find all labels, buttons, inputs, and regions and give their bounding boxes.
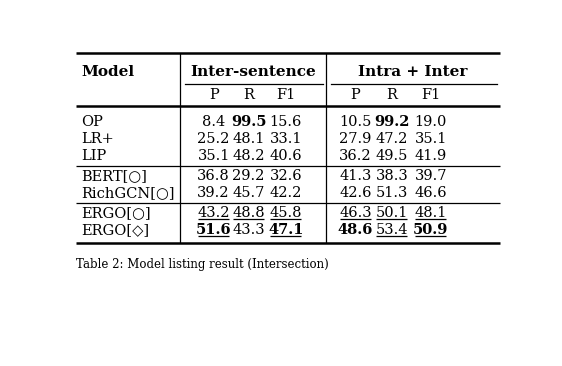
Text: 40.6: 40.6: [269, 149, 302, 163]
Text: 45.8: 45.8: [269, 206, 302, 220]
Text: Table 2: Model listing result (Intersection): Table 2: Model listing result (Intersect…: [76, 258, 329, 270]
Text: P: P: [209, 88, 219, 102]
Text: 41.9: 41.9: [415, 149, 447, 163]
Text: 53.4: 53.4: [375, 223, 408, 237]
Text: 38.3: 38.3: [375, 169, 408, 183]
Text: 35.1: 35.1: [197, 149, 230, 163]
Text: ERGO[○]: ERGO[○]: [81, 206, 151, 220]
Text: 42.2: 42.2: [270, 186, 302, 200]
Text: 36.2: 36.2: [339, 149, 371, 163]
Text: Model: Model: [81, 65, 134, 79]
Text: 51.3: 51.3: [375, 186, 408, 200]
Text: 50.1: 50.1: [375, 206, 408, 220]
Text: 99.5: 99.5: [231, 115, 266, 130]
Text: 47.1: 47.1: [268, 223, 303, 237]
Text: 46.6: 46.6: [414, 186, 447, 200]
Text: 43.2: 43.2: [197, 206, 230, 220]
Text: 46.3: 46.3: [339, 206, 371, 220]
Text: R: R: [387, 88, 397, 102]
Text: 42.6: 42.6: [339, 186, 371, 200]
Text: 29.2: 29.2: [232, 169, 265, 183]
Text: 15.6: 15.6: [270, 115, 302, 130]
Text: 50.9: 50.9: [413, 223, 448, 237]
Text: ERGO[◇]: ERGO[◇]: [81, 223, 149, 237]
Text: P: P: [351, 88, 360, 102]
Text: LR+: LR+: [81, 132, 114, 146]
Text: 35.1: 35.1: [414, 132, 447, 146]
Text: Intra + Inter: Intra + Inter: [358, 65, 468, 79]
Text: 27.9: 27.9: [339, 132, 371, 146]
Text: 36.8: 36.8: [197, 169, 230, 183]
Text: 25.2: 25.2: [197, 132, 230, 146]
Text: 8.4: 8.4: [202, 115, 225, 130]
Text: 49.5: 49.5: [375, 149, 408, 163]
Text: 48.1: 48.1: [232, 132, 265, 146]
Text: 19.0: 19.0: [414, 115, 447, 130]
Text: LIP: LIP: [81, 149, 106, 163]
Text: R: R: [243, 88, 254, 102]
Text: 39.2: 39.2: [197, 186, 230, 200]
Text: 51.6: 51.6: [196, 223, 232, 237]
Text: OP: OP: [81, 115, 103, 130]
Text: F1: F1: [421, 88, 440, 102]
Text: 48.2: 48.2: [232, 149, 265, 163]
Text: 48.1: 48.1: [414, 206, 447, 220]
Text: 39.7: 39.7: [414, 169, 447, 183]
Text: 41.3: 41.3: [339, 169, 371, 183]
Text: 32.6: 32.6: [269, 169, 302, 183]
Text: 43.3: 43.3: [232, 223, 265, 237]
Text: 47.2: 47.2: [375, 132, 408, 146]
Text: 48.6: 48.6: [338, 223, 373, 237]
Text: BERT[○]: BERT[○]: [81, 169, 147, 183]
Text: 10.5: 10.5: [339, 115, 371, 130]
Text: RichGCN[○]: RichGCN[○]: [81, 186, 175, 200]
Text: 48.8: 48.8: [232, 206, 265, 220]
Text: F1: F1: [276, 88, 295, 102]
Text: 45.7: 45.7: [232, 186, 265, 200]
Text: Inter-sentence: Inter-sentence: [191, 65, 316, 79]
Text: 99.2: 99.2: [374, 115, 410, 130]
Text: 33.1: 33.1: [269, 132, 302, 146]
